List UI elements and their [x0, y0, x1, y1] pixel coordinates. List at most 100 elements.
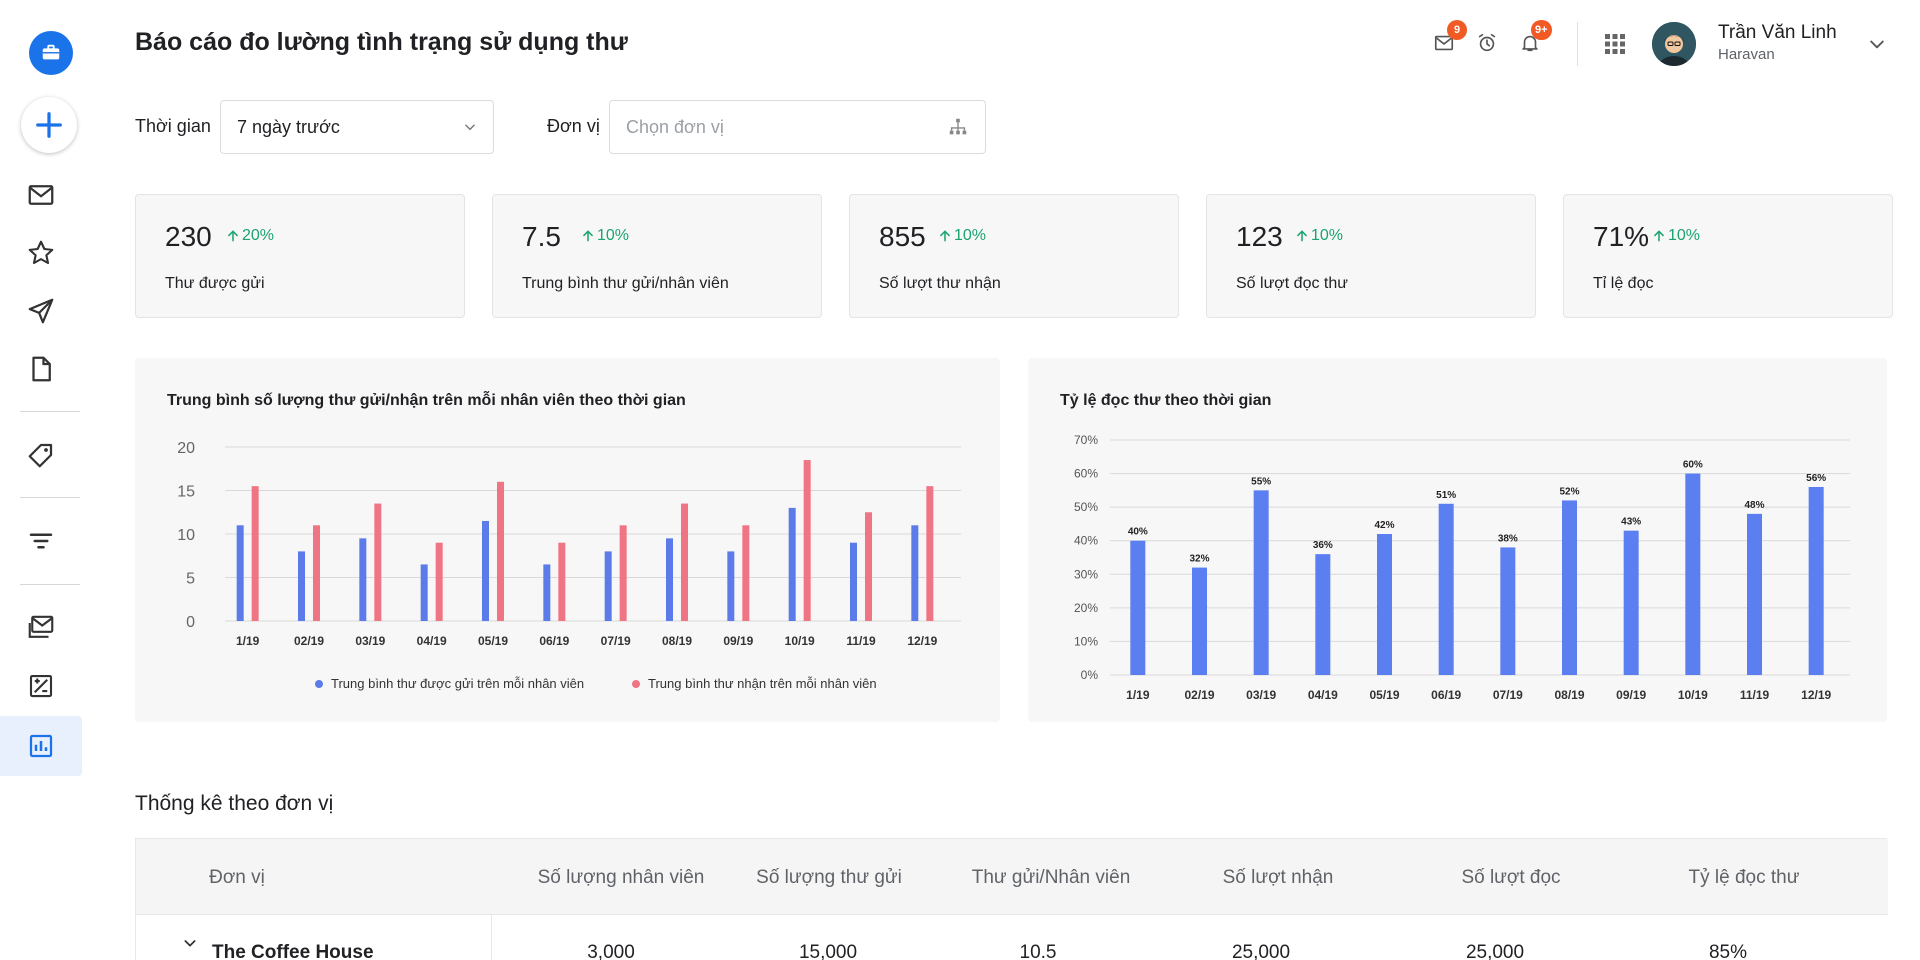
stat-label: Số lượt đọc thư: [1236, 275, 1348, 292]
time-filter-label: Thời gian: [135, 116, 211, 136]
bar-read-rate: [1438, 503, 1454, 675]
arrow-up-icon: [583, 230, 593, 242]
chevron-down-icon[interactable]: [182, 935, 198, 951]
data-label: 55%: [1251, 476, 1271, 487]
compose-button[interactable]: [21, 97, 77, 153]
sidebar-divider: [20, 497, 80, 498]
sidebar-item-reports[interactable]: [0, 716, 82, 776]
chart-panel-sent-received: Trung bình số lượng thư gửi/nhận trên mỗ…: [135, 358, 1000, 722]
reminder-button[interactable]: [1472, 28, 1502, 58]
org-chart-icon: [949, 118, 967, 135]
column-header[interactable]: Thư gửi/Nhân viên: [971, 867, 1131, 888]
bar-read-rate: [1685, 473, 1701, 675]
stat-card-received: 855 10% Số lượt thư nhận: [849, 194, 1179, 318]
bar-sent: [359, 538, 367, 621]
stat-card-read-rate: 71% 10% Tỉ lệ đọc: [1563, 194, 1893, 318]
stat-value: 230: [165, 221, 212, 252]
bar-read-rate: [1500, 547, 1516, 675]
stat-value: 7.5: [522, 221, 561, 252]
bar-read-rate: [1562, 500, 1577, 675]
unit-name: The Coffee House: [212, 942, 374, 960]
user-avatar-icon: [1652, 22, 1696, 66]
bar-chart-icon: [29, 734, 53, 758]
account-menu-toggle[interactable]: [1862, 29, 1892, 59]
column-header[interactable]: Số lượng thư gửi: [756, 867, 902, 888]
filter-icon: [29, 533, 53, 549]
mail-notification-button[interactable]: 9: [1429, 20, 1467, 58]
sidebar-item-reports-edit[interactable]: [0, 656, 82, 716]
star-icon: [28, 240, 54, 265]
sidebar-item-labels[interactable]: [0, 425, 82, 485]
x-tick-label: 11/19: [846, 634, 876, 648]
document-icon: [32, 356, 51, 382]
data-label: 38%: [1498, 533, 1518, 544]
briefcase-icon[interactable]: [29, 31, 73, 75]
x-tick-label: 08/19: [1554, 688, 1584, 702]
mail-icon: [1434, 35, 1454, 51]
unit-select[interactable]: Chọn đơn vị: [609, 100, 986, 154]
arrow-up-icon: [228, 230, 238, 242]
bar-sent: [236, 525, 244, 621]
table-cell: 85%: [1708, 942, 1748, 960]
sidebar-item-inbox[interactable]: [0, 165, 82, 225]
bar-sent: [727, 551, 735, 621]
apps-button[interactable]: [1600, 29, 1630, 59]
bar-read-rate: [1808, 487, 1824, 675]
bar-sent: [420, 564, 428, 621]
chart-title: Trung bình số lượng thư gửi/nhận trên mỗ…: [167, 392, 686, 409]
data-label: 52%: [1559, 486, 1579, 497]
column-header[interactable]: Đơn vị: [209, 867, 265, 888]
stat-label: Số lượt thư nhận: [879, 275, 1001, 292]
sidebar-item-mail-merge[interactable]: [0, 598, 82, 658]
sidebar-item-starred[interactable]: [0, 223, 82, 283]
column-header[interactable]: Số lượt đọc: [1461, 867, 1561, 888]
time-select-value: 7 ngày trước: [237, 116, 340, 137]
time-select[interactable]: 7 ngày trước: [220, 100, 494, 154]
column-header[interactable]: Số lượng nhân viên: [537, 867, 705, 888]
stat-change-value: 20%: [242, 227, 275, 244]
table-row[interactable]: [136, 915, 1888, 960]
sidebar-item-drafts[interactable]: [0, 339, 82, 399]
column-header[interactable]: Số lượt nhận: [1222, 867, 1334, 888]
y-tick-label: 20%: [1074, 601, 1098, 615]
x-tick-label: 10/19: [1678, 688, 1708, 702]
sidebar-item-sent[interactable]: [0, 281, 82, 341]
sidebar-item-filter[interactable]: [0, 511, 82, 571]
y-tick-label: 40%: [1074, 534, 1098, 548]
y-tick-label: 30%: [1074, 567, 1098, 581]
data-label: 43%: [1621, 517, 1641, 528]
table-cell: 25,000: [1231, 942, 1291, 960]
notification-button[interactable]: 9+: [1515, 20, 1552, 58]
stat-change-value: 10%: [1311, 227, 1344, 244]
unit-filter-label: Đơn vị: [547, 116, 600, 136]
notification-badge: 9+: [1531, 20, 1552, 40]
data-label: 42%: [1374, 520, 1394, 531]
stat-label: Thư được gửi: [165, 275, 265, 292]
legend-label-sent: Trung bình thư được gửi trên mỗi nhân vi…: [331, 676, 585, 691]
apps-grid-icon: [1605, 34, 1625, 54]
x-tick-label: 12/19: [1801, 688, 1831, 702]
data-label: 48%: [1744, 500, 1764, 511]
bar-read-rate: [1315, 554, 1331, 675]
y-tick-label: 15: [177, 484, 195, 501]
table-cell: 25,000: [1465, 942, 1525, 960]
user-org: Haravan: [1718, 46, 1775, 63]
column-header[interactable]: Tỷ lệ đọc thư: [1688, 867, 1800, 888]
stat-value: 71%: [1593, 221, 1650, 252]
x-tick-label: 06/19: [1431, 688, 1461, 702]
data-label: 32%: [1189, 554, 1209, 565]
sidebar: [0, 0, 82, 960]
stat-change: 10%: [1295, 227, 1343, 245]
bar-received: [619, 525, 627, 621]
header-divider: [1577, 22, 1578, 66]
y-tick-label: 20: [177, 440, 195, 457]
y-tick-label: 50%: [1074, 500, 1098, 514]
table-cell: 3,000: [587, 942, 635, 960]
stat-label: Tỉ lệ đọc: [1593, 275, 1654, 292]
stat-change-value: 10%: [1668, 227, 1701, 244]
avatar[interactable]: [1652, 22, 1696, 66]
bar-received: [435, 542, 443, 621]
x-tick-label: 09/19: [723, 634, 753, 648]
legend-swatch-received: [632, 679, 640, 688]
x-tick-label: 1/19: [1126, 688, 1150, 702]
